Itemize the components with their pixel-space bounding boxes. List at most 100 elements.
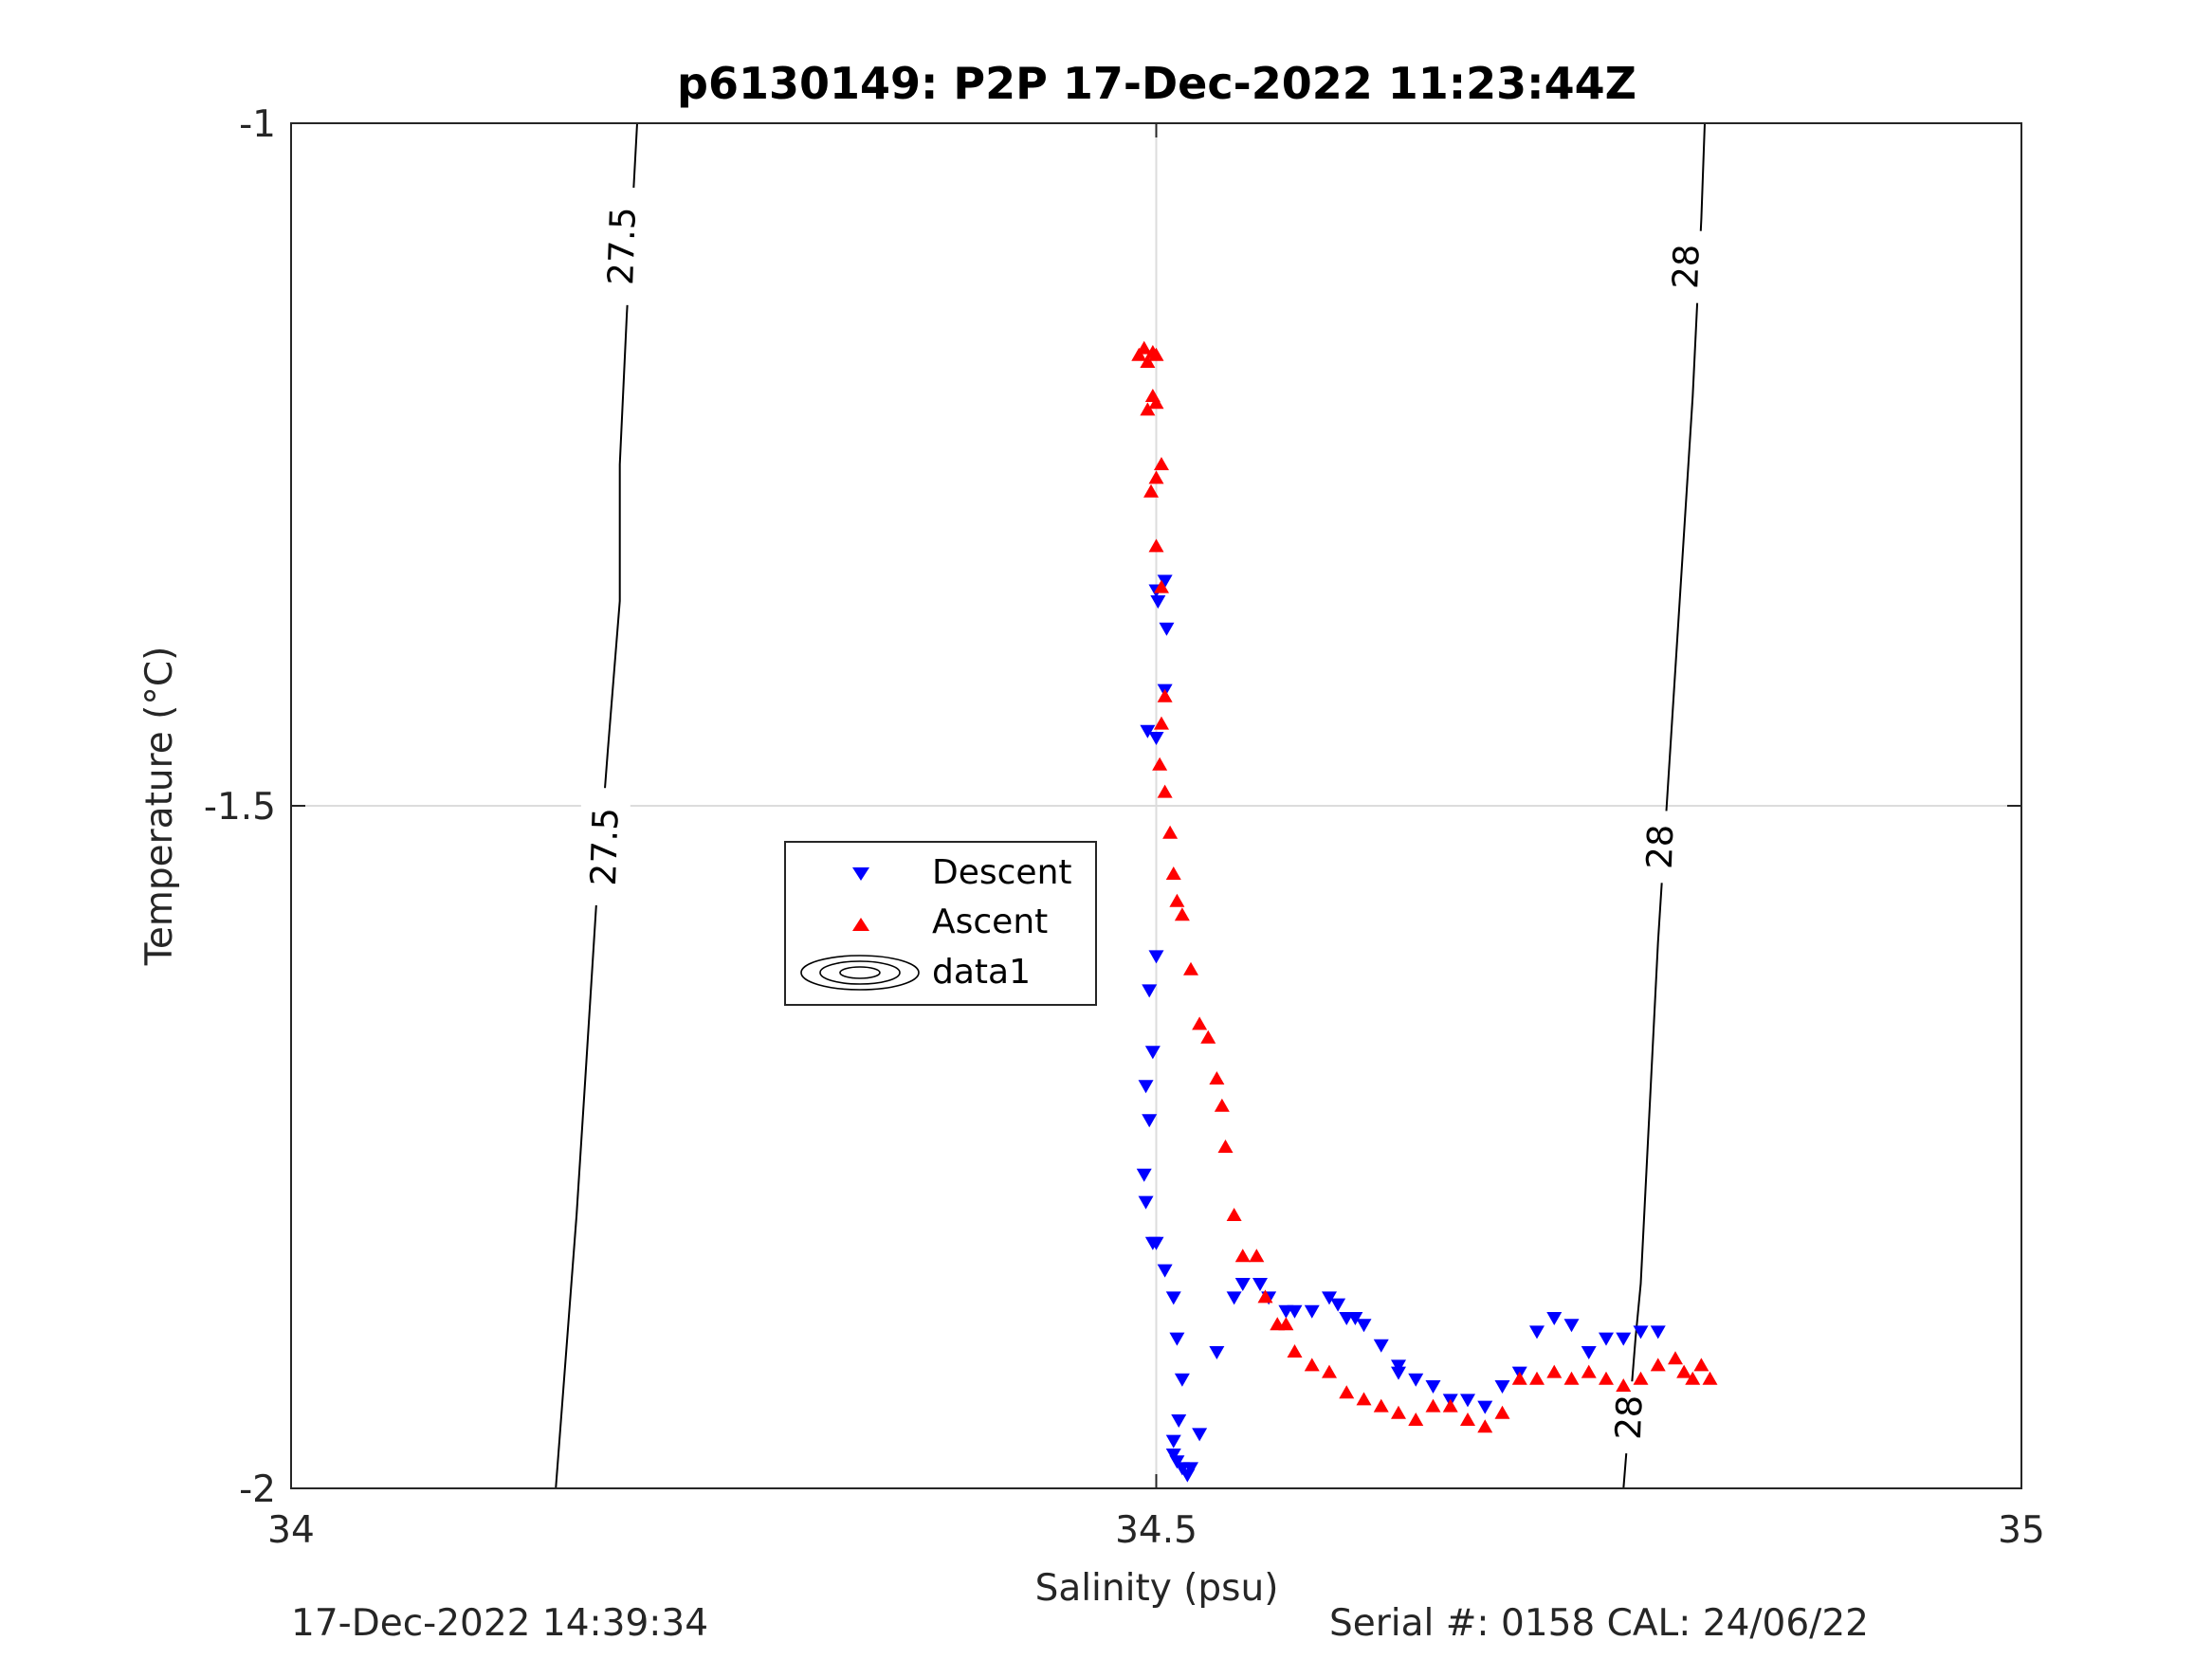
x-tick-label: 34.5 [1115,1509,1197,1552]
descent-point [1148,1236,1164,1250]
descent-point [1347,1312,1363,1325]
ascent-point [1650,1358,1666,1372]
footer-timestamp: 17-Dec-2022 14:39:34 [291,1602,709,1645]
footer-serial-cal: Serial #: 0158 CAL: 24/06/22 [1329,1602,1869,1645]
ascent-point [1287,1344,1303,1358]
chart-title: p6130149: P2P 17-Dec-2022 11:23:44Z [677,58,1636,109]
ascent-point [1616,1378,1632,1392]
descent-point [1408,1373,1424,1387]
ascent-point [1200,1030,1216,1044]
ascent-point [1153,716,1169,730]
ascent-point [1511,1371,1527,1385]
descent-point [1138,1080,1154,1094]
descent-point [1425,1380,1441,1394]
descent-point [1169,1455,1185,1469]
descent-point [1650,1325,1666,1340]
descent-point [1581,1346,1597,1359]
ascent-point [1339,1385,1355,1399]
descent-point [1150,595,1166,609]
ascent-point [1278,1317,1294,1331]
descent-point [1157,1264,1173,1278]
ascent-point [1668,1351,1683,1365]
descent-point [1165,1449,1181,1462]
ascent-point [1162,825,1179,839]
descent-point [1529,1325,1545,1340]
descent-point [1157,574,1173,589]
descent-point [1136,1168,1152,1182]
descent-point [1356,1319,1372,1333]
descent-point [1460,1394,1475,1408]
ascent-point [1148,470,1164,484]
contour-label: 28 [1639,824,1682,870]
ascent-point [1153,579,1169,593]
ascent-point [1494,1405,1510,1419]
ascent-point [1304,1358,1320,1372]
y-axis-label: Temperature (°C) [138,647,181,967]
descent-point [1494,1380,1510,1394]
ascent-point [1373,1398,1389,1413]
descent-point [1391,1366,1406,1380]
legend: Descent Ascent data1 [784,841,1097,1006]
descent-point [1226,1291,1242,1305]
descent-point [1159,622,1175,636]
ascent-point [1209,1071,1225,1085]
descent-point [1144,1046,1161,1060]
ascent-point [1217,1139,1234,1153]
contour-label: 28 [1608,1395,1651,1441]
descent-point [1322,1291,1337,1305]
ascent-point [1183,961,1198,975]
contour-label-background [1602,1380,1655,1455]
descent-point [1563,1319,1580,1333]
descent-point [1234,1278,1251,1291]
descent-point [1599,1332,1614,1346]
density-contour-line [555,122,638,1489]
descent-point [1252,1278,1268,1291]
ascent-point [1676,1364,1692,1378]
descent-point [1165,1434,1181,1449]
ascent-point [1257,1289,1273,1304]
ascent-point [1192,1016,1208,1030]
descent-point [1174,1373,1190,1387]
ascent-point [1693,1358,1709,1372]
descent-point [1169,1332,1185,1346]
ascent-point [1599,1371,1614,1385]
contour-label-background [1659,229,1712,304]
legend-ascent-label: Ascent [932,902,1048,941]
x-tick-label: 34 [267,1509,315,1552]
ascent-point [1169,893,1185,907]
descent-point [1616,1332,1632,1346]
ascent-point [1442,1398,1458,1413]
descent-point [1373,1339,1389,1353]
ascent-point [1563,1371,1580,1385]
descent-point [1287,1304,1303,1319]
ascent-point [1322,1364,1337,1378]
legend-box [784,841,1097,1006]
contour-label-background [577,787,631,907]
ascent-point [1131,347,1147,361]
contour-label: 27.5 [600,207,644,286]
ascent-point [1408,1413,1424,1426]
ascent-point [1477,1419,1493,1433]
descent-point [1165,1291,1181,1305]
ascent-point [1153,457,1169,470]
ascent-point [1157,688,1173,702]
y-tick-label: -2 [239,1468,276,1511]
ascent-point [1143,483,1160,498]
ascent-point [1425,1398,1441,1413]
descent-point [1391,1359,1406,1374]
ascent-point [1226,1208,1242,1221]
descent-point [1477,1400,1493,1414]
ascent-point [1148,538,1164,553]
ascent-point [1157,784,1173,798]
descent-point [1142,984,1158,998]
descent-point [1192,1428,1208,1442]
legend-descent-label: Descent [932,853,1072,892]
ascent-point [1685,1371,1701,1385]
descent-point [1546,1312,1563,1325]
ascent-point [1633,1371,1649,1385]
ascent-point [1174,907,1190,921]
ascent-point [1356,1392,1372,1406]
y-tick-label: -1.5 [204,786,276,829]
ascent-point [1546,1364,1563,1378]
